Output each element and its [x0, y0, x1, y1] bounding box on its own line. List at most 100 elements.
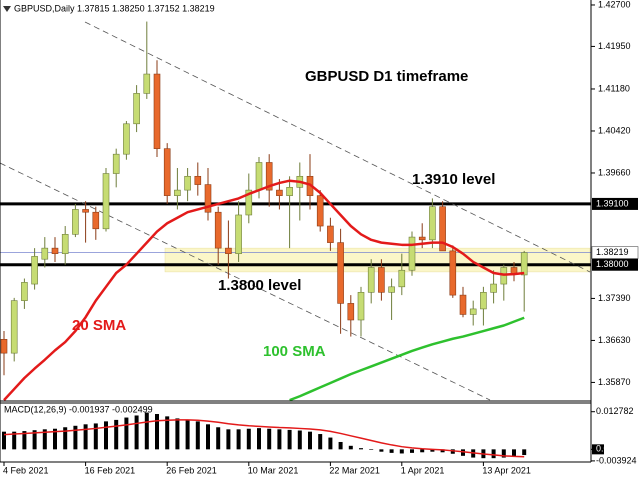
candle-body-bear: [347, 303, 355, 321]
macd-bar: [359, 448, 363, 450]
candle-body-bull: [61, 234, 69, 254]
macd-bar: [104, 421, 108, 450]
candle-body-bull: [102, 173, 110, 230]
macd-bar: [185, 419, 190, 450]
candle-body-bear: [449, 250, 457, 296]
candle-body-bear: [337, 242, 344, 304]
macd-bar: [287, 429, 292, 450]
candle-body-bear: [276, 189, 283, 196]
channel-upper: [84, 21, 591, 273]
x-tick-label: 10 Mar 2021: [248, 465, 299, 475]
macd-bar: [328, 437, 333, 450]
macd-tick-label: 0.012782: [596, 406, 634, 416]
macd-bar: [379, 449, 384, 452]
y-tick-label: 1.40420: [598, 125, 631, 135]
candle-body-bear: [0, 339, 8, 354]
candle-body-bull: [429, 206, 436, 241]
candle-body-bear: [378, 267, 385, 293]
x-tick-label: 1 Apr 2021: [401, 465, 445, 475]
candle-body-bull: [133, 93, 140, 125]
macd-tick-label: -0.003924: [596, 455, 637, 465]
macd-bar: [512, 449, 516, 457]
channel-lines: [0, 21, 591, 401]
macd-bar: [2, 431, 6, 450]
macd-bar: [338, 441, 343, 450]
macd-bar: [165, 416, 170, 450]
macd-bar: [267, 428, 272, 450]
macd-bar: [491, 449, 496, 459]
macd-bar: [114, 419, 119, 450]
macd-bar: [440, 449, 445, 453]
macd-bar: [236, 429, 241, 450]
candle-body-bull: [10, 300, 18, 354]
y-tick-label: 1.35870: [598, 377, 631, 387]
macd-bar: [144, 412, 149, 450]
sma-line: [289, 316, 525, 402]
macd-bar: [257, 428, 261, 450]
candle-body-bull: [255, 162, 263, 191]
macd-bar: [522, 449, 527, 456]
x-tick-label: 26 Feb 2021: [166, 465, 217, 475]
last-price-box: [591, 246, 639, 259]
macd-signal-line: [3, 419, 525, 458]
chart-header: GBPUSD,Daily 1.37815 1.38250 1.37152 1.3…: [14, 3, 215, 13]
y-tick-label: 1.37390: [598, 293, 631, 303]
candle-body-bull: [31, 256, 38, 285]
candle-body-bull: [490, 283, 497, 293]
candle-body-bear: [459, 294, 467, 315]
macd-bar: [308, 431, 312, 450]
macd-bar: [155, 414, 159, 450]
candle-body-bull: [367, 267, 375, 293]
annotation: 1.3800 level: [218, 277, 301, 294]
macd-tick-label: 0.00: [596, 444, 614, 454]
macd-bar: [389, 449, 394, 453]
candle-body-bull: [41, 247, 49, 260]
macd-bar: [461, 449, 465, 456]
annotation: 1.3910 level: [412, 171, 495, 188]
candle-body-bear: [163, 148, 171, 196]
macd-bar: [501, 449, 506, 458]
candle-body-bull: [480, 292, 487, 310]
macd-bar: [318, 434, 323, 450]
macd-bar: [63, 427, 68, 450]
symbol-icon: [3, 6, 11, 12]
x-tick-label: 16 Feb 2021: [85, 465, 136, 475]
candle-body-bull: [286, 187, 293, 196]
candle-body-bear: [214, 211, 222, 249]
macd-bar: [216, 427, 221, 450]
macd-bar: [297, 430, 302, 450]
candle-body-bear: [327, 225, 334, 243]
candle-body-bull: [72, 209, 79, 235]
candle-body-bull: [21, 282, 28, 301]
macd-bar: [22, 431, 27, 450]
macd-bar: [410, 449, 414, 453]
macd-bar: [53, 428, 57, 450]
macd-bar: [12, 431, 17, 450]
candle-body-bull: [143, 73, 151, 94]
candle-body-bull: [388, 286, 395, 293]
last-price-label: 1.38219: [596, 247, 629, 257]
macd-bar: [348, 445, 353, 450]
macd-bar: [32, 430, 37, 450]
macd-bar: [420, 449, 425, 453]
candle-body-bear: [439, 206, 446, 252]
y-tick-label: 1.42700: [598, 0, 631, 9]
channel-lower: [0, 162, 491, 401]
candle-body-bear: [316, 195, 324, 227]
y-tick-label: 1.41950: [598, 41, 631, 51]
x-tick-label: 13 Apr 2021: [482, 465, 531, 475]
y-tick-label: 1.41180: [598, 83, 630, 93]
chart-title: GBPUSD D1 timeframe: [305, 68, 468, 85]
macd-bar: [277, 429, 282, 450]
macd-bar: [246, 428, 251, 450]
macd-bar: [83, 424, 88, 450]
macd-bar: [195, 421, 200, 450]
macd-bar: [73, 425, 78, 450]
macd-zero-box: [592, 444, 604, 455]
candle-body-bull: [398, 269, 406, 288]
candle-body-bear: [82, 209, 89, 213]
macd-bar: [42, 429, 47, 450]
candle-body-bear: [225, 247, 232, 254]
